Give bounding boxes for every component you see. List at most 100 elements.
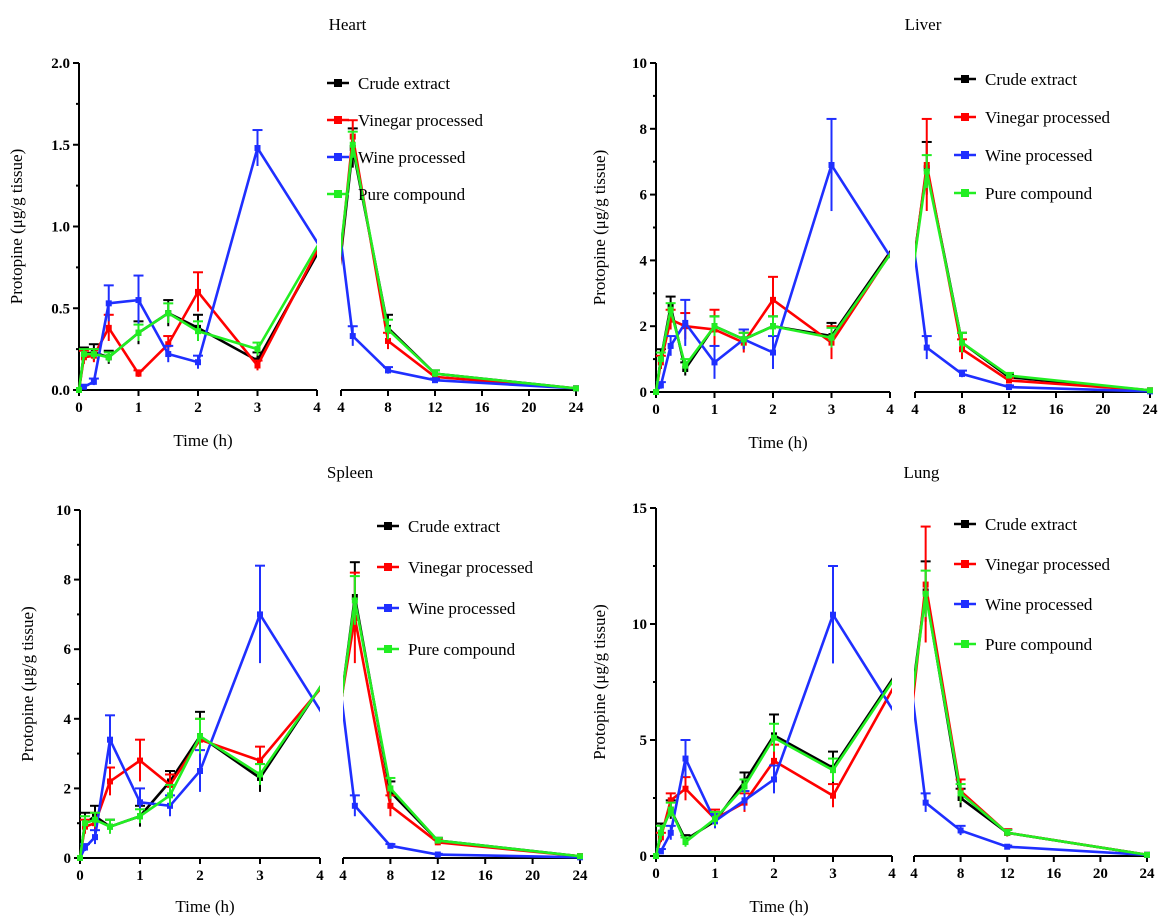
data-point-vinegar-processed <box>387 802 394 809</box>
panel-title: Spleen <box>327 463 374 482</box>
data-point-pure-compound <box>387 785 394 792</box>
data-point-pure-compound <box>76 387 82 393</box>
data-point-pure-compound <box>135 329 142 336</box>
data-point-pure-compound <box>197 733 203 740</box>
data-point-vinegar-processed <box>667 797 674 804</box>
data-point-vinegar-processed <box>1006 377 1012 384</box>
x-tick-label: 4 <box>337 400 345 416</box>
data-point-pure-compound <box>770 323 776 330</box>
legend-marker <box>961 640 969 648</box>
data-point-vinegar-processed <box>830 792 836 799</box>
x-tick-label: 8 <box>957 866 965 882</box>
data-point-pure-compound <box>165 310 172 317</box>
y-tick-label: 5 <box>640 733 648 749</box>
data-point-pure-compound <box>957 790 964 797</box>
right-segment <box>343 561 583 861</box>
data-point-vinegar-processed <box>137 757 143 764</box>
left-segment <box>653 565 892 859</box>
panel-title: Liver <box>905 15 942 34</box>
data-point-pure-compound <box>577 853 583 860</box>
series-line-wine-processed <box>655 611 892 857</box>
data-point-wine-processed <box>770 349 776 356</box>
data-point-pure-compound <box>254 346 261 353</box>
legend-label: Pure compound <box>408 640 516 659</box>
data-point-vinegar-processed <box>165 341 172 348</box>
x-tick-label: 3 <box>829 866 837 882</box>
y-axis-label: Protopine (μg/g tissue) <box>18 606 37 762</box>
data-point-vinegar-processed <box>105 324 112 331</box>
x-tick-label: 16 <box>1046 866 1062 882</box>
series-line-vinegar-processed <box>914 584 1148 857</box>
data-point-pure-compound <box>434 837 441 844</box>
y-tick-label: 0.5 <box>51 301 70 317</box>
data-point-pure-compound <box>667 306 674 313</box>
data-point-vinegar-processed <box>257 757 263 764</box>
data-point-vinegar-processed <box>771 757 777 764</box>
data-point-pure-compound <box>77 855 83 861</box>
x-tick-label: 16 <box>475 400 491 416</box>
data-point-pure-compound <box>105 354 112 361</box>
data-point-pure-compound <box>1004 829 1011 836</box>
series-line-pure-compound <box>341 144 577 390</box>
x-tick-label: 1 <box>711 866 719 882</box>
data-point-wine-processed <box>432 377 438 384</box>
legend-label: Wine processed <box>985 146 1093 165</box>
x-tick-label: 8 <box>958 402 966 418</box>
series-line-wine-processed <box>915 246 1151 393</box>
x-axis-label: Time (h) <box>173 431 232 450</box>
data-point-wine-processed <box>135 297 142 304</box>
data-point-wine-processed <box>667 829 674 836</box>
x-tick-label: 24 <box>1140 866 1156 882</box>
legend-marker <box>384 563 392 571</box>
x-tick-label: 20 <box>525 868 540 884</box>
data-point-wine-processed <box>657 382 664 389</box>
data-point-pure-compound <box>653 389 659 395</box>
x-tick-label: 24 <box>569 400 585 416</box>
data-point-wine-processed <box>197 768 203 774</box>
x-tick-label: 3 <box>254 400 262 416</box>
data-point-pure-compound <box>712 815 718 822</box>
y-tick-label: 1.5 <box>51 138 70 154</box>
legend: Crude extract Vinegar processed Wine proce… <box>954 70 1111 203</box>
y-tick-label: 0 <box>640 385 648 401</box>
legend-marker <box>961 75 969 83</box>
legend-label: Wine processed <box>408 599 516 618</box>
data-point-wine-processed <box>257 611 263 618</box>
data-point-wine-processed <box>1004 843 1011 850</box>
y-tick-label: 2 <box>640 319 648 335</box>
legend-marker <box>334 190 342 198</box>
data-point-wine-processed <box>741 797 748 804</box>
right-segment <box>914 525 1150 858</box>
y-tick-label: 10 <box>632 617 647 633</box>
data-point-vinegar-processed <box>107 778 113 785</box>
legend-label: Vinegar processed <box>985 555 1111 574</box>
legend-label: Pure compound <box>985 635 1093 654</box>
data-point-pure-compound <box>653 853 659 859</box>
series-line-pure-compound <box>654 252 890 393</box>
legend: Crude extract Vinegar processed Wine proce… <box>954 515 1111 654</box>
legend-label: Vinegar processed <box>358 111 484 130</box>
data-point-pure-compound <box>107 823 113 830</box>
data-point-pure-compound <box>1144 851 1150 858</box>
right-segment <box>915 117 1153 395</box>
data-point-pure-compound <box>959 339 965 346</box>
x-tick-label: 3 <box>828 402 836 418</box>
x-tick-label: 12 <box>428 400 443 416</box>
data-point-vinegar-processed <box>254 362 261 369</box>
legend-marker <box>334 153 342 161</box>
left-segment <box>653 117 890 395</box>
legend-label: Crude extract <box>985 515 1077 534</box>
x-tick-label: 24 <box>573 868 589 884</box>
series-line-wine-processed <box>341 231 577 390</box>
series-line-crude-extract <box>914 591 1148 857</box>
legend-marker <box>334 116 342 124</box>
data-point-pure-compound <box>80 351 87 358</box>
data-point-pure-compound <box>771 734 777 741</box>
series-line-vinegar-processed <box>341 136 577 390</box>
y-axis-label: Protopine (μg/g tissue) <box>7 149 26 305</box>
data-point-wine-processed <box>1006 384 1012 391</box>
series-line-vinegar-processed <box>343 617 581 858</box>
legend-label: Wine processed <box>358 148 466 167</box>
